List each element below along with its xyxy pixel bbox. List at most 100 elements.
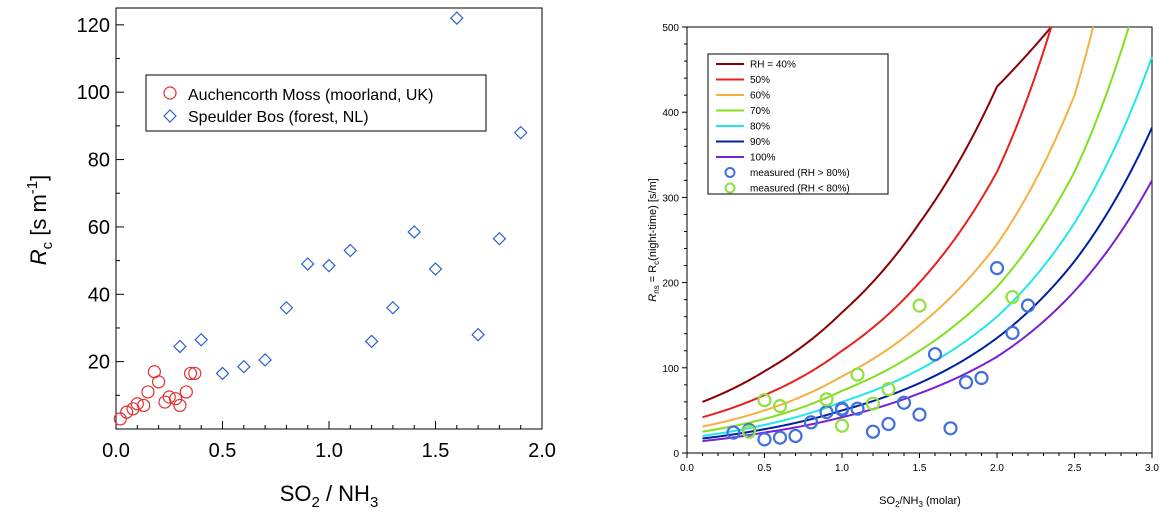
left-point-s1-11 (407, 225, 422, 239)
left-point-s1-3 (236, 359, 251, 374)
right-point-s0-5 (803, 415, 819, 430)
left-point-s1-14 (471, 327, 485, 342)
right-point-s1-8 (912, 298, 927, 313)
legend-label-speulder: Speulder Bos (forest, NL) (188, 109, 369, 126)
right-y-tick-label: 400 (662, 108, 679, 119)
right-x-tick-label: 1.5 (913, 463, 927, 474)
right-chart: 0.0 0.5 1.0 1.5 2.0 2.5 3.0 0 100 200 300 400 500 RH… (647, 23, 1159, 509)
right-point-s0-0 (726, 425, 741, 440)
right-legend-series-label-1: measured (RH < 80%) (750, 184, 850, 195)
left-data-points (113, 11, 528, 426)
left-x-tick-label: 0.5 (209, 440, 237, 462)
left-chart: 0.0 0.5 1.0 1.5 2.0 20 40 60 80 100 120 Auchencort… (24, 7, 556, 511)
left-y-tick-label: 40 (88, 284, 110, 306)
right-point-s1-1 (757, 393, 772, 408)
left-point-s0-3 (130, 397, 144, 411)
left-point-s0-5 (141, 385, 155, 399)
right-legend-marker-0 (724, 167, 736, 178)
right-x-tick-label: 0.5 (758, 463, 772, 474)
right-y-tick-label: 300 (662, 193, 679, 204)
right-x-tick-label: 0.0 (680, 463, 694, 474)
right-ticks (682, 26, 1153, 458)
right-legend-label-4: 80% (750, 122, 770, 133)
left-point-s1-1 (194, 332, 209, 347)
left-point-s1-15 (492, 231, 507, 246)
left-legend: Auchencorth Moss (moorland, UK) Speulder… (145, 74, 487, 132)
right-legend-series-label-0: measured (RH > 80%) (750, 168, 850, 179)
left-point-s1-7 (322, 258, 336, 273)
right-x-tick-label: 2.0 (990, 463, 1004, 474)
right-curve-5 (702, 127, 1153, 440)
left-point-s0-7 (152, 375, 166, 389)
right-legend-label-6: 100% (750, 153, 776, 164)
right-point-s0-14 (927, 347, 943, 362)
right-point-s1-3 (819, 392, 834, 407)
right-point-s0-9 (850, 401, 865, 416)
left-point-s0-10 (169, 392, 183, 406)
left-ticks (115, 24, 543, 429)
right-curve-3 (702, 26, 1130, 433)
right-curve-0 (702, 26, 1053, 403)
right-point-s0-11 (881, 416, 896, 432)
right-point-s0-17 (974, 370, 989, 386)
left-x-tick-label: 1.5 (422, 440, 450, 462)
left-y-tick-label: 100 (77, 82, 110, 104)
left-y-tick-label: 80 (88, 150, 110, 172)
right-legend-label-1: 50% (750, 75, 770, 86)
left-point-s0-11 (173, 398, 187, 413)
right-point-s0-19 (1005, 325, 1020, 340)
right-legend-label-0: RH = 40% (750, 60, 796, 71)
right-point-s0-2 (757, 432, 772, 447)
right-legend-label-3: 70% (750, 106, 770, 117)
right-legend-marker-1 (724, 182, 736, 194)
left-x-tick-label: 2.0 (528, 440, 556, 462)
right-y-tick-label: 0 (673, 449, 679, 460)
right-curve-4 (702, 56, 1153, 437)
right-x-tick-label: 3.0 (1145, 463, 1159, 474)
right-point-s0-4 (788, 428, 803, 444)
right-y-tick-label: 100 (662, 364, 679, 375)
left-point-s1-9 (364, 334, 379, 349)
right-point-s1-0 (741, 424, 757, 439)
left-point-s1-8 (343, 243, 358, 258)
right-legend-label-5: 90% (750, 137, 770, 148)
left-point-s1-2 (215, 366, 230, 381)
right-model-curves (702, 26, 1153, 443)
right-y-axis-label: Rns = Rc(night-time) [s/m] (647, 178, 661, 301)
left-tick-labels: 0.0 0.5 1.0 1.5 2.0 20 40 60 80 100 120 (77, 15, 556, 462)
right-y-tick-label: 200 (662, 279, 679, 290)
left-x-tick-label: 0.0 (102, 440, 130, 462)
left-point-s1-6 (300, 257, 315, 271)
legend-marker-auchencorth (163, 86, 177, 100)
right-point-s0-12 (896, 395, 912, 410)
left-point-s1-0 (173, 339, 187, 354)
right-curve-2 (702, 26, 1095, 428)
right-point-s1-9 (1005, 289, 1020, 305)
left-y-axis-label: Rc [s m-1] (24, 175, 56, 266)
left-x-axis-label: SO2 / NH3 (280, 481, 379, 511)
right-tick-labels: 0.0 0.5 1.0 1.5 2.0 2.5 3.0 0 100 200 300 400 500 (662, 23, 1159, 474)
right-point-s1-5 (850, 367, 865, 382)
left-point-s0-1 (120, 405, 134, 419)
left-plot-frame (115, 7, 543, 430)
right-point-s1-4 (834, 418, 850, 433)
right-x-axis-label: SO2/NH3 (molar) (879, 495, 961, 509)
right-point-s0-3 (772, 430, 788, 445)
right-x-tick-label: 2.5 (1068, 463, 1082, 474)
right-legend-box (707, 53, 889, 195)
left-y-tick-label: 120 (77, 15, 110, 37)
left-y-tick-label: 20 (88, 352, 110, 374)
right-point-s0-8 (834, 402, 850, 417)
left-point-s0-4 (137, 398, 151, 413)
left-y-tick-label: 60 (88, 217, 110, 239)
left-point-s1-12 (428, 262, 443, 276)
right-point-s1-2 (772, 399, 788, 414)
left-point-s0-12 (179, 385, 193, 399)
left-point-s0-9 (162, 390, 176, 404)
right-point-s1-7 (881, 382, 896, 397)
left-legend-box (145, 74, 487, 132)
left-x-tick-label: 1.0 (315, 440, 343, 462)
legend-label-auchencorth: Auchencorth Moss (moorland, UK) (188, 87, 433, 104)
right-point-s0-15 (943, 421, 958, 436)
